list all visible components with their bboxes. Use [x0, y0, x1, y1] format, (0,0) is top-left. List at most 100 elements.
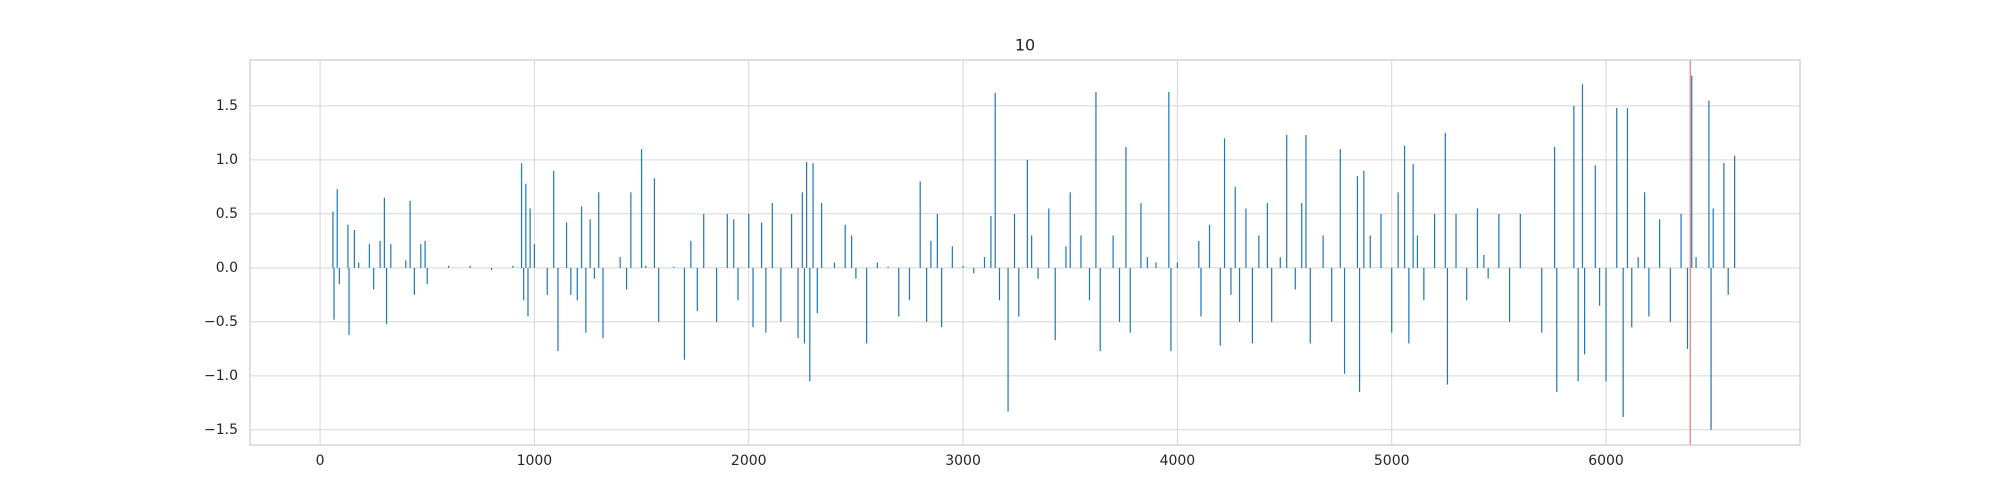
- bar: [1013, 213, 1016, 268]
- bar: [1403, 145, 1406, 268]
- bar: [1727, 267, 1729, 295]
- bar: [1695, 257, 1697, 268]
- bar: [653, 178, 656, 268]
- bar: [336, 189, 338, 268]
- bar: [598, 192, 600, 268]
- bar: [1712, 208, 1714, 268]
- bar: [703, 213, 705, 268]
- bar: [816, 267, 818, 314]
- bar: [990, 216, 992, 268]
- bar: [1048, 208, 1050, 268]
- bar: [941, 267, 943, 328]
- bar: [1408, 267, 1410, 344]
- bar: [1095, 91, 1097, 268]
- y-tick-label: 1.5: [216, 98, 238, 114]
- bar: [420, 244, 422, 268]
- bar: [780, 267, 782, 322]
- bar: [405, 260, 407, 268]
- bar: [426, 267, 428, 285]
- bar: [1099, 267, 1101, 352]
- x-tick-label: 5000: [1374, 453, 1410, 469]
- bar: [1146, 257, 1148, 268]
- bar: [1455, 213, 1457, 268]
- bar: [1553, 146, 1556, 268]
- bar: [1659, 219, 1661, 268]
- x-tick-label: 1000: [517, 453, 553, 469]
- bar: [512, 265, 514, 268]
- y-tick-label: 0.5: [216, 206, 238, 222]
- x-tick-label: 4000: [1160, 453, 1196, 469]
- bar: [1271, 267, 1273, 322]
- plot-frame: [249, 59, 1801, 446]
- bar: [533, 244, 536, 268]
- bar: [1245, 208, 1247, 268]
- bar: [565, 222, 568, 268]
- bar: [1234, 186, 1236, 268]
- bar: [570, 267, 572, 295]
- bar: [1112, 235, 1114, 268]
- bar: [1219, 267, 1221, 346]
- bar: [1508, 267, 1511, 322]
- bar: [962, 265, 964, 268]
- bar: [851, 235, 853, 268]
- bar: [1343, 267, 1346, 374]
- bar: [546, 267, 548, 295]
- bar: [1358, 267, 1361, 393]
- bar: [1648, 267, 1650, 317]
- bar: [1301, 203, 1303, 268]
- bar: [593, 267, 596, 279]
- bar: [983, 257, 986, 268]
- bar: [1155, 262, 1157, 268]
- bar: [673, 266, 675, 268]
- bar: [1356, 176, 1359, 268]
- bar: [1708, 100, 1710, 268]
- bar: [469, 265, 471, 268]
- bar: [630, 192, 632, 268]
- bar: [844, 224, 846, 268]
- bar: [490, 267, 493, 271]
- y-tick-label: 1.0: [216, 152, 238, 168]
- bar: [1309, 267, 1311, 344]
- bar: [413, 267, 415, 295]
- bar: [390, 244, 392, 268]
- bar: [658, 267, 660, 322]
- bar: [733, 219, 735, 268]
- bar: [448, 265, 450, 268]
- bar: [765, 267, 767, 333]
- bar: [1412, 164, 1414, 268]
- bar: [908, 267, 911, 301]
- bar: [1631, 267, 1633, 328]
- bar: [833, 262, 836, 268]
- bar: [1294, 267, 1296, 290]
- bar: [790, 213, 793, 268]
- bar: [876, 262, 878, 268]
- bar: [1723, 163, 1725, 268]
- bar: [1691, 75, 1693, 268]
- bar: [368, 244, 370, 268]
- bar: [580, 206, 583, 268]
- x-tick-label: 6000: [1588, 453, 1624, 469]
- bar: [1710, 267, 1712, 430]
- bar: [1423, 267, 1425, 301]
- bar: [1054, 267, 1056, 341]
- bar: [801, 192, 803, 268]
- bar: [926, 267, 928, 322]
- bar: [1466, 267, 1468, 301]
- bar: [353, 230, 355, 268]
- bar: [529, 208, 531, 268]
- bar: [1637, 257, 1639, 268]
- bar: [1118, 267, 1121, 322]
- bar: [726, 213, 728, 268]
- bar: [760, 222, 763, 268]
- bar: [715, 267, 718, 322]
- bar: [1599, 267, 1601, 306]
- bar: [1584, 267, 1586, 355]
- bar: [1339, 149, 1341, 268]
- bar: [998, 267, 1001, 301]
- bar: [383, 197, 385, 268]
- bar: [576, 267, 578, 301]
- bar: [424, 240, 426, 268]
- y-tick-label: −1.5: [204, 422, 238, 438]
- bar: [1223, 138, 1226, 268]
